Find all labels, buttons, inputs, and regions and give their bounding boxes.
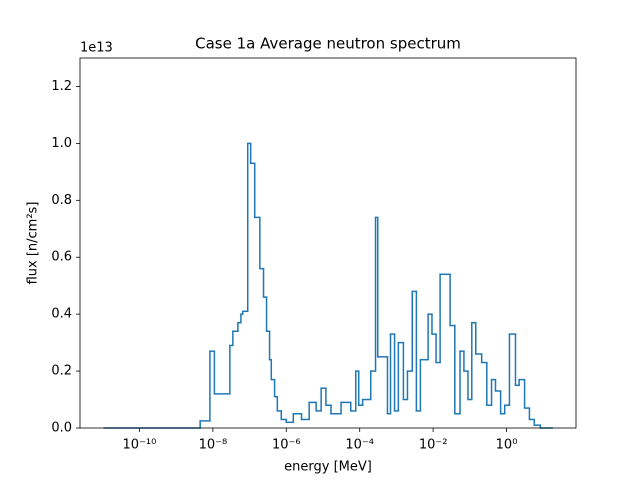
y-tick-label: 0.4: [51, 307, 72, 322]
x-tick-label: 10⁻¹⁰: [123, 438, 157, 453]
chart-title: Case 1a Average neutron spectrum: [195, 35, 461, 53]
y-tick-label: 1.2: [51, 79, 72, 94]
y-offset-label: 1e13: [80, 41, 113, 56]
x-axis-label: energy [MeV]: [284, 460, 372, 475]
x-tick-label: 10⁰: [496, 438, 518, 453]
y-tick-label: 0.8: [51, 193, 72, 208]
y-tick-label: 1.0: [51, 136, 72, 151]
x-tick-label: 10⁻⁸: [199, 438, 228, 453]
y-tick-label: 0.2: [51, 364, 72, 379]
x-tick-label: 10⁻⁴: [345, 438, 374, 453]
x-tick-label: 10⁻⁶: [272, 438, 301, 453]
plot-frame: [79, 57, 577, 429]
x-tick-label: 10⁻²: [419, 438, 448, 453]
y-tick-label: 0.0: [51, 421, 72, 436]
y-axis-label: flux [n/cm²s]: [26, 202, 41, 285]
y-tick-label: 0.6: [51, 250, 72, 265]
